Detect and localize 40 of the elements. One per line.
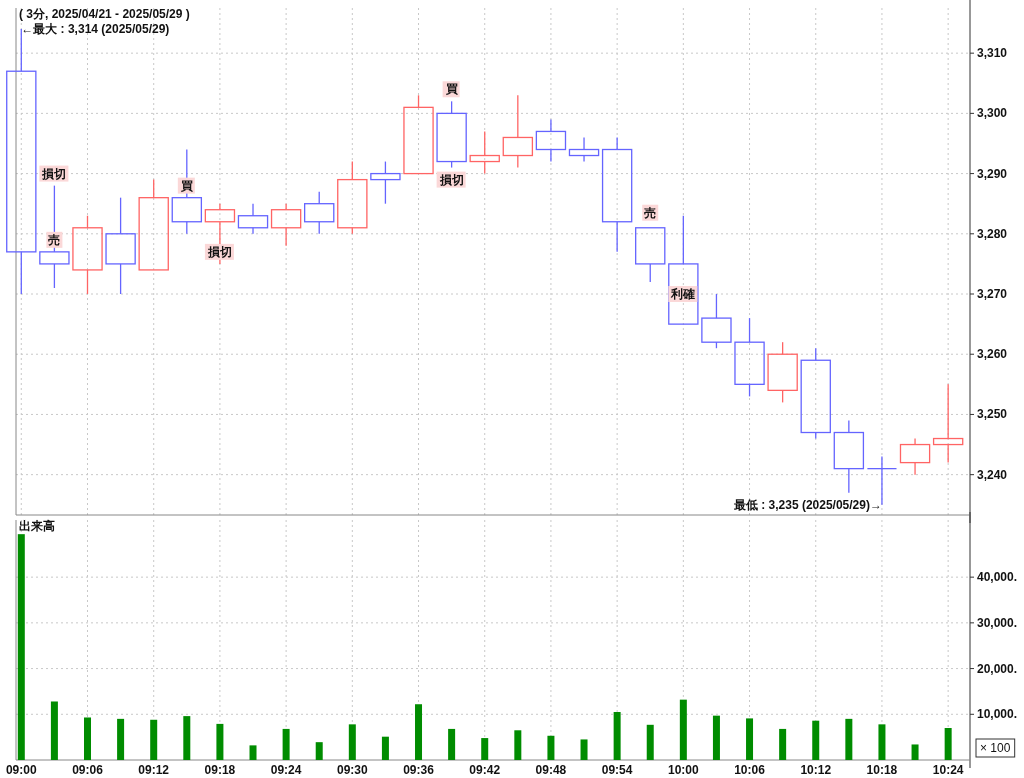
- y-tick-label: 10,000.: [977, 707, 1018, 722]
- x-tick-label: 10:00: [667, 763, 699, 777]
- x-tick-label: 09:48: [535, 763, 567, 777]
- annotation: ←最大 : 3,314 (2025/05/29): [21, 22, 170, 37]
- annotation: 損切: [438, 172, 464, 187]
- y-tick-label: 30,000.: [977, 615, 1018, 630]
- annotation: 売: [644, 205, 657, 220]
- annotation: 売: [48, 232, 61, 247]
- annotation: 損切: [206, 244, 232, 259]
- y-tick-label: 40,000.: [977, 570, 1018, 585]
- y-tick-label: 20,000.: [977, 661, 1018, 676]
- annotation: 最低 : 3,235 (2025/05/29)→: [732, 497, 882, 512]
- chart-title: 出来高: [19, 519, 55, 533]
- annotation: 買: [444, 82, 458, 97]
- x-tick-label: 09:00: [5, 763, 37, 777]
- y-tick-label: 3,270: [977, 287, 1008, 302]
- x-tick-label: 10:06: [734, 763, 766, 777]
- y-tick-label: 3,300: [977, 106, 1008, 121]
- chart-title: ( 3分, 2025/04/21 - 2025/05/29 ): [19, 7, 190, 21]
- x-tick-label: 10:24: [932, 763, 964, 777]
- y-tick-label: 3,310: [977, 46, 1008, 61]
- y-axis-title: × 100: [980, 741, 1011, 755]
- x-tick-label: 09:06: [72, 763, 104, 777]
- x-tick-label: 09:30: [336, 763, 368, 777]
- y-tick-label: 3,290: [977, 166, 1008, 181]
- y-tick-label: 3,240: [977, 467, 1008, 482]
- annotation: 利確: [670, 287, 696, 302]
- x-tick-label: 10:18: [866, 763, 898, 777]
- x-tick-label: 10:12: [800, 763, 832, 777]
- x-tick-label: 09:54: [601, 763, 633, 777]
- x-tick-label: 09:42: [469, 763, 501, 777]
- y-tick-label: 3,260: [977, 347, 1008, 362]
- y-tick-label: 3,250: [977, 407, 1008, 422]
- y-tick-label: 3,280: [977, 226, 1008, 241]
- x-tick-label: 09:24: [270, 763, 302, 777]
- x-tick-label: 09:18: [204, 763, 236, 777]
- x-tick-label: 09:12: [138, 763, 170, 777]
- annotation: 損切: [41, 166, 67, 181]
- x-tick-label: 09:36: [403, 763, 435, 777]
- annotation: 買: [179, 178, 193, 193]
